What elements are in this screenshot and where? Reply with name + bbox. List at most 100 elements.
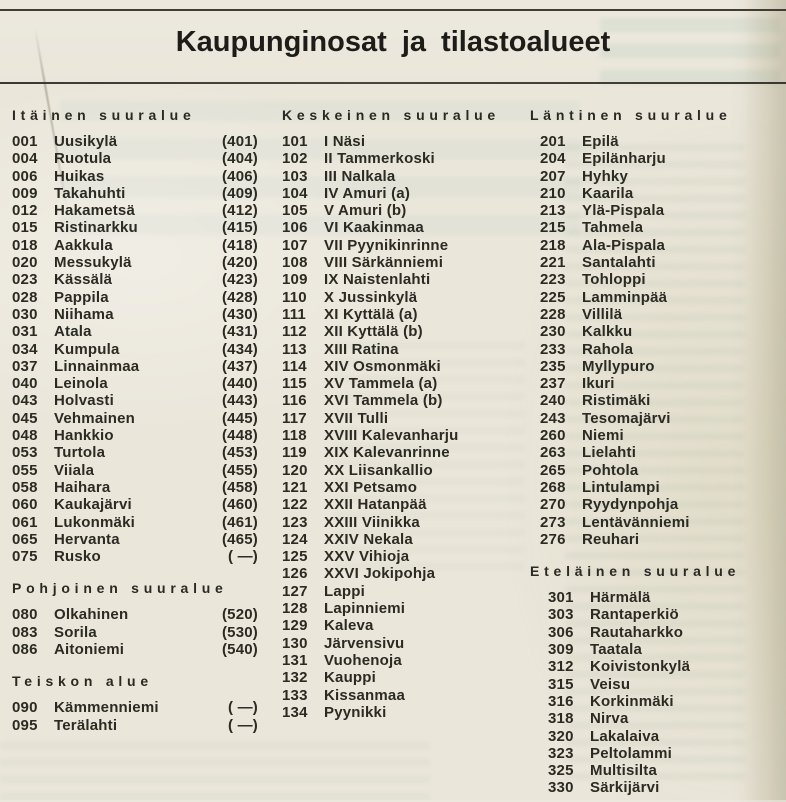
district-stat-code: (401)	[221, 133, 258, 150]
district-row: 213 Ylä-Pispala	[528, 202, 780, 219]
district-code: 323	[548, 744, 574, 762]
district-stat-code: ( —)	[228, 699, 258, 717]
district-code: 117	[282, 409, 307, 427]
district-code: 037	[12, 357, 38, 375]
district-row: 127 Lappi	[282, 583, 514, 600]
district-row: 109 IX Naistenlahti	[282, 271, 514, 288]
district-name: Ristimäki	[582, 392, 651, 410]
section-heading: Keskeinen suuralue	[282, 107, 500, 123]
district-row: 228 Villilä	[528, 306, 780, 323]
district-row: 004 Ruotula (404)	[12, 150, 258, 167]
district-row: 121 XXI Petsamo	[282, 479, 514, 496]
district-code: 015	[12, 219, 38, 237]
district-code: 218	[540, 236, 566, 254]
district-stat-code: (455)	[221, 461, 258, 479]
district-row: 012 Hakametsä (412)	[12, 202, 258, 219]
district-name: Olkahinen	[54, 606, 129, 624]
district-code: 118	[282, 427, 307, 445]
district-code: 053	[12, 444, 38, 462]
district-row: 119 XIX Kalevanrinne	[282, 444, 514, 461]
district-stat-code: (404)	[221, 150, 258, 168]
district-name: Holvasti	[54, 392, 114, 410]
district-stat-code: (437)	[221, 357, 258, 375]
section-rows: 201 Epilä 204 Epilänharju 207 Hyhky 210 Kaarila…	[528, 133, 780, 548]
section-rows: 080 Olkahinen (520) 083 Sorila (530) 086 Aitoni…	[12, 606, 258, 658]
district-row: 090 Kämmenniemi ( —)	[12, 699, 258, 716]
district-row: 268 Lintulampi	[528, 479, 780, 496]
district-stat-code: (465)	[221, 530, 258, 548]
district-name: Kämmenniemi	[54, 699, 159, 717]
district-name: Kissanmaa	[324, 686, 406, 704]
section-heading: Itäinen suuralue	[12, 107, 196, 123]
district-code: 237	[540, 375, 566, 393]
district-name: XXIII Viinikka	[324, 513, 420, 531]
district-row: 115 XV Tammela (a)	[282, 375, 514, 392]
district-name: IX Naistenlahti	[324, 271, 431, 289]
district-name: Pyynikki	[324, 703, 387, 721]
district-row: 124 XXIV Nekala	[282, 531, 514, 548]
district-name: Koivistonkylä	[590, 658, 691, 676]
district-row: 125 XXV Vihioja	[282, 548, 514, 565]
district-name: XXIV Nekala	[324, 530, 413, 548]
district-code: 312	[548, 658, 574, 676]
district-code: 221	[540, 254, 566, 272]
district-name: Sorila	[54, 623, 97, 641]
district-row: 230 Kalkku	[528, 323, 780, 340]
district-row: 107 VII Pyynikinrinne	[282, 237, 514, 254]
district-row: 045 Vehmainen (445)	[12, 410, 258, 427]
district-code: 114	[282, 357, 307, 375]
district-name: VII Pyynikinrinne	[324, 236, 449, 254]
district-name: Epilänharju	[582, 150, 666, 168]
district-name: Rautaharkko	[590, 623, 684, 641]
district-row: 131 Vuohenoja	[282, 652, 514, 669]
column-keskeinen: Keskeinen suuralue 101 I Näsi 102 II Tammerk…	[282, 106, 514, 726]
district-stat-code: (406)	[221, 167, 258, 185]
district-row: 028 Pappila (428)	[12, 289, 258, 306]
district-stat-code: (431)	[221, 323, 258, 341]
district-code: 112	[282, 323, 307, 341]
district-code: 204	[540, 150, 566, 168]
district-name: Myllypuro	[582, 357, 655, 375]
district-code: 105	[282, 202, 308, 220]
section-rows: 101 I Näsi 102 II Tammerkoski 103 III Nalkala…	[282, 133, 514, 721]
district-code: 134	[282, 703, 308, 721]
district-stat-code: (453)	[221, 444, 258, 462]
district-name: XII Kyttälä (b)	[324, 323, 423, 341]
district-row: 060 Kaukajärvi (460)	[12, 496, 258, 513]
district-row: 123 XXIII Viinikka	[282, 514, 514, 531]
district-code: 126	[282, 565, 308, 583]
district-row: 303 Rantaperkiö	[528, 606, 780, 623]
district-name: Lukonmäki	[54, 513, 135, 531]
district-code: 133	[282, 686, 308, 704]
district-row: 306 Rautaharkko	[528, 624, 780, 641]
district-name: XIV Osmonmäki	[324, 357, 441, 375]
district-row: 102 II Tammerkoski	[282, 150, 514, 167]
district-code: 125	[282, 548, 308, 566]
district-code: 086	[12, 641, 38, 659]
district-row: 058 Haihara (458)	[12, 479, 258, 496]
district-code: 043	[12, 392, 38, 410]
district-name: Nirva	[590, 710, 629, 728]
district-row: 009 Takahuhti (409)	[12, 185, 258, 202]
district-name: XXVI Jokipohja	[324, 565, 436, 583]
district-row: 101 I Näsi	[282, 133, 514, 150]
district-name: Ala-Pispala	[582, 236, 666, 254]
district-row: 053 Turtola (453)	[12, 444, 258, 461]
district-name: Kalkku	[582, 323, 633, 341]
district-code: 006	[12, 167, 38, 185]
district-row: 104 IV Amuri (a)	[282, 185, 514, 202]
district-row: 106 VI Kaakinmaa	[282, 219, 514, 236]
district-row: 204 Epilänharju	[528, 150, 780, 167]
district-code: 058	[12, 478, 38, 496]
district-name: Rusko	[54, 548, 101, 566]
district-name: Korkinmäki	[590, 692, 674, 710]
district-name: Messukylä	[54, 254, 132, 272]
page-title: Kaupunginosat ja tilastoalueet	[175, 26, 611, 58]
district-code: 001	[12, 133, 38, 150]
district-code: 276	[540, 530, 566, 548]
district-row: 116 XVI Tammela (b)	[282, 392, 514, 409]
district-name: Ikuri	[582, 375, 615, 393]
district-code: 075	[12, 548, 38, 566]
district-stat-code: (440)	[221, 375, 258, 393]
district-name: Pohtola	[582, 461, 639, 479]
